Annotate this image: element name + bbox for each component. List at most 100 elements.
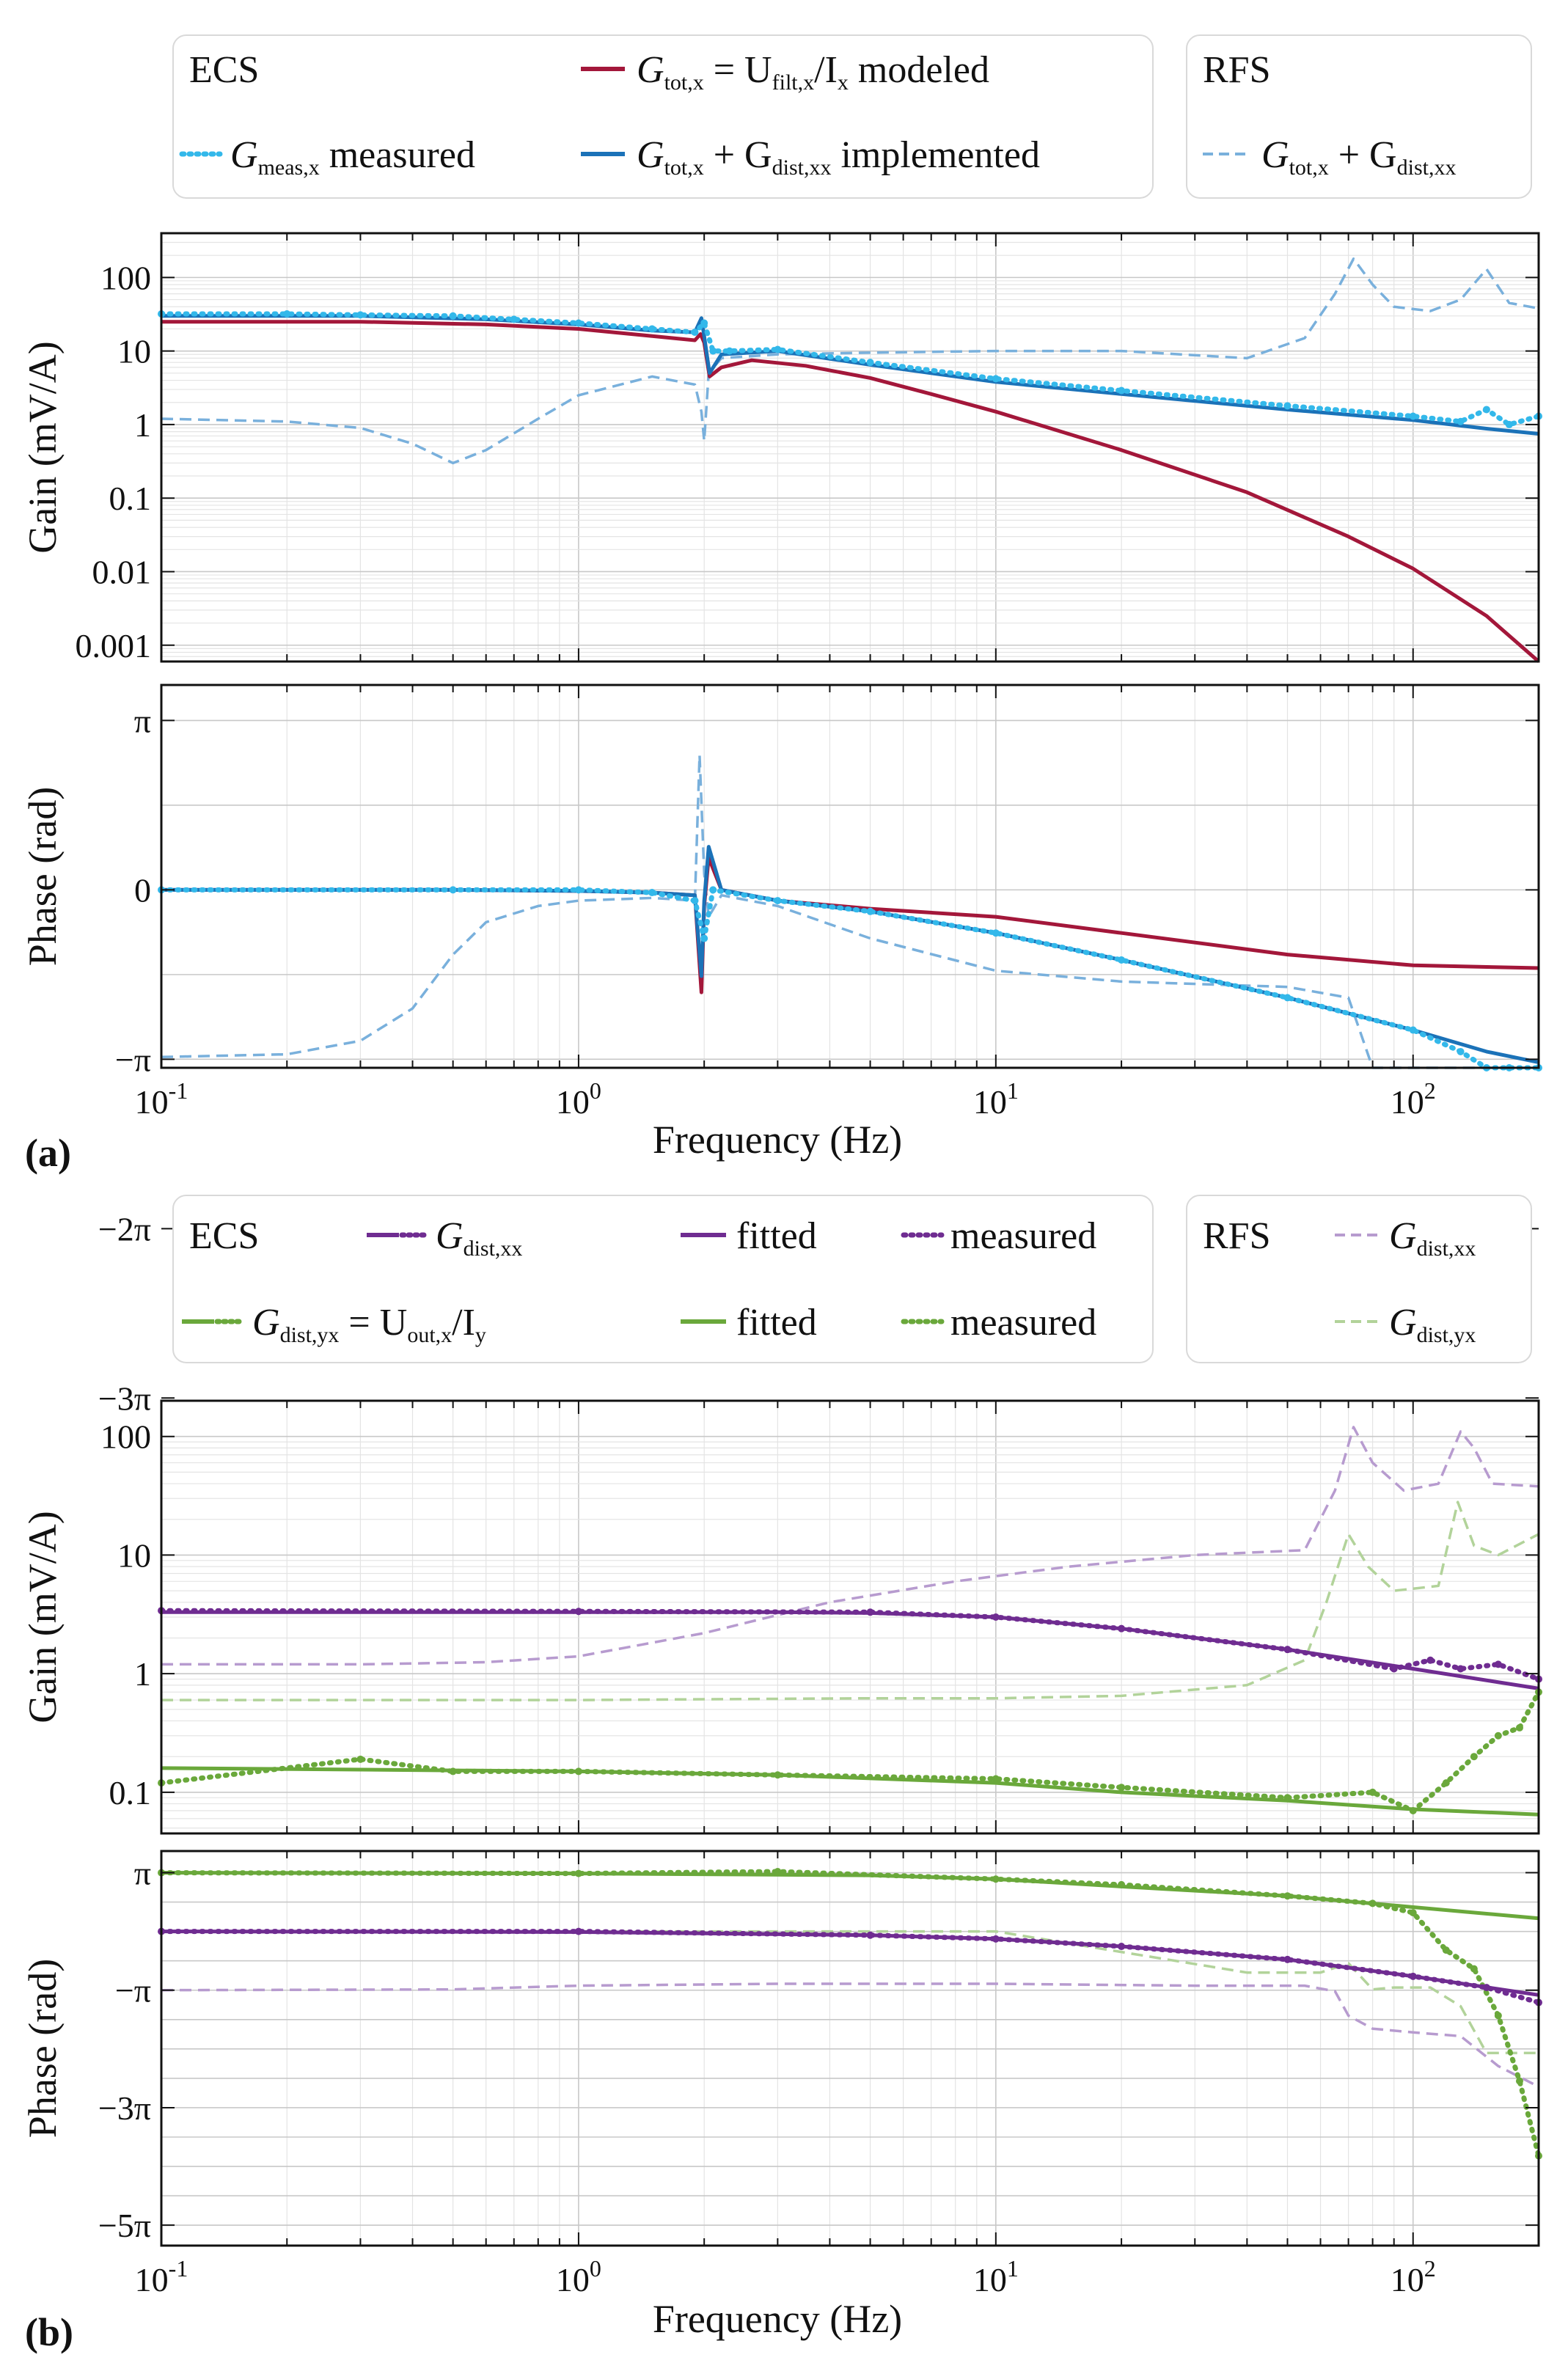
panel-a-letter: (a): [25, 1131, 71, 1175]
series-line-fit_yx: [161, 1766, 1539, 1817]
series-line-rfs: [161, 257, 1539, 465]
data-point-meas_yx: [1515, 1723, 1523, 1731]
panel-b-gain-frame: [160, 1399, 1540, 1835]
y-tick-label: 100: [100, 259, 151, 296]
y-tick-label: 0.001: [76, 627, 152, 664]
data-point-meas_yx: [1409, 1806, 1417, 1814]
panel-a-phase-plot: π 0 −π −2π −3π 10-1 100 101 102 Phase (rad) Freq…: [21, 684, 1542, 1417]
legend-b-yx-fitted-label: fitted: [736, 1302, 817, 1344]
legend-a-meas-label: Gmeas,x measured: [230, 134, 475, 180]
series-line-rfs_yx: [161, 1500, 1539, 1701]
y-tick-label: 10: [117, 1536, 151, 1574]
data-point-meas_yx: [1409, 1909, 1417, 1917]
panel-b-phase-plot: π −π −3π −5π 10-1 100 101 102 Phase (rad) Frequ…: [21, 1850, 1542, 2341]
series-line-modeled: [161, 855, 1539, 994]
data-point-meas_xx: [1283, 1646, 1292, 1654]
y-tick-label: 0.1: [109, 1774, 152, 1811]
data-point-meas_yx: [1442, 1779, 1450, 1787]
data-point-meas: [449, 312, 457, 320]
y-tick-label: 100: [100, 1418, 151, 1456]
data-point-meas_yx: [1283, 1892, 1292, 1900]
data-point-meas: [866, 907, 874, 915]
data-point-meas_yx: [1118, 1784, 1126, 1792]
y-tick-label: −3π: [98, 1379, 151, 1417]
data-point-meas_xx: [992, 1935, 1000, 1943]
x-tick-label: 100: [556, 1077, 601, 1121]
series-line-meas_xx: [158, 1608, 1542, 1682]
data-point-meas: [992, 929, 1000, 937]
panel-a-phase-ylabel: Phase (rad): [21, 787, 65, 966]
panel-b-gain-series: [158, 1426, 1542, 1817]
data-point-meas_xx: [1390, 1665, 1398, 1673]
y-tick-label: 1: [134, 1655, 151, 1693]
panel-a-phase-ticks: π 0 −π −2π −3π 10-1 100 101 102: [98, 685, 1539, 1417]
legend-b-rfs-xx-label: Gdist,xx: [1389, 1215, 1476, 1261]
panel-a-gain-ticks: 0.001 0.01 0.1 1 10 100: [76, 233, 1539, 664]
panel-a-phase-series: [158, 753, 1542, 1071]
data-point-meas: [1409, 412, 1417, 420]
panel-b-phase-ylabel: Phase (rad): [21, 1959, 65, 2138]
data-point-meas_yx: [356, 1755, 364, 1763]
data-point-meas: [700, 934, 708, 942]
data-point-meas: [700, 319, 708, 327]
data-point-meas: [1505, 420, 1513, 428]
legend-a-rfs-label: Gtot,x + Gdist,xx: [1261, 134, 1456, 180]
data-point-meas_xx: [1494, 1660, 1502, 1668]
legend-b-xx-measured-label: measured: [950, 1215, 1096, 1257]
y-tick-label: −π: [115, 1041, 151, 1078]
series-line-meas_xx: [158, 1929, 1542, 2005]
panel-a-gain-series: [158, 257, 1542, 663]
data-point-meas_yx: [449, 1767, 457, 1775]
data-point-meas_yx: [992, 1875, 1000, 1883]
data-point-meas: [648, 889, 656, 897]
legend-b: ECS RFS Gdist,xx fitted measured Gdist,y…: [172, 1195, 1532, 1363]
data-point-meas: [574, 886, 582, 894]
data-point-meas: [1118, 956, 1126, 964]
panel-b-letter: (b): [25, 2310, 73, 2354]
data-point-meas_yx: [1470, 1965, 1478, 1973]
data-point-meas: [774, 897, 782, 905]
legend-a-implemented-label: Gtot,x + Gdist,xx implemented: [637, 134, 1040, 180]
legend-a-rfs-title: RFS: [1203, 49, 1271, 91]
data-point-meas_xx: [1283, 1955, 1292, 1963]
data-point-meas_yx: [1442, 1946, 1450, 1954]
data-point-meas_yx: [1494, 2012, 1502, 2020]
panel-b-phase-series: [158, 1868, 1542, 2160]
legend-a-rfs-box: [1186, 34, 1532, 199]
series-line-rfs_xx: [161, 1982, 1539, 2088]
panel-b-gain-ylabel: Gain (mV/A): [21, 1511, 65, 1723]
data-point-meas: [1482, 406, 1490, 414]
data-point-meas: [992, 375, 1000, 383]
data-point-meas_yx: [574, 1767, 582, 1775]
data-point-meas: [691, 329, 699, 337]
data-point-meas: [356, 311, 364, 319]
data-point-meas_yx: [774, 1868, 782, 1876]
legend-a: ECS RFS Gtot,x = Ufilt,x/Ix modeled Gmea…: [172, 34, 1532, 199]
panel-b-gain-ticks: 0.1 1 10 100: [100, 1401, 1539, 1833]
legend-b-yx-measured-label: measured: [950, 1302, 1096, 1344]
series-line-meas_yx: [158, 1689, 1542, 1814]
y-tick-label: 0.01: [92, 553, 152, 590]
data-point-meas_xx: [1118, 1624, 1126, 1632]
data-point-meas: [648, 325, 656, 333]
data-point-meas: [866, 359, 874, 367]
data-point-meas_xx: [1118, 1943, 1126, 1951]
panel-a-phase-frame: [160, 684, 1540, 1069]
x-tick-label: 102: [1391, 2255, 1436, 2298]
x-tick-label: 101: [973, 1077, 1019, 1121]
data-point-meas_yx: [992, 1775, 1000, 1783]
legend-a-modeled-label: Gtot,x = Ufilt,x/Ix modeled: [637, 49, 989, 95]
data-point-meas_xx: [866, 1608, 874, 1616]
panel-b-gain-plot: 0.1 1 10 100 Gain (mV/A): [21, 1399, 1542, 1835]
series-line-implemented: [161, 845, 1539, 1065]
data-point-meas_xx: [574, 1927, 582, 1935]
x-tick-label: 100: [556, 2255, 601, 2298]
series-line-meas: [158, 311, 1542, 428]
data-point-meas: [725, 347, 733, 355]
legend-a-ecs-title: ECS: [189, 49, 259, 91]
y-tick-label: −3π: [98, 2089, 151, 2127]
panel-b-phase-ticks: π −π −3π −5π 10-1 100 101 102: [98, 1851, 1539, 2298]
panel-b-phase-frame: [160, 1850, 1540, 2247]
series-line-rfs_xx: [161, 1426, 1539, 1666]
